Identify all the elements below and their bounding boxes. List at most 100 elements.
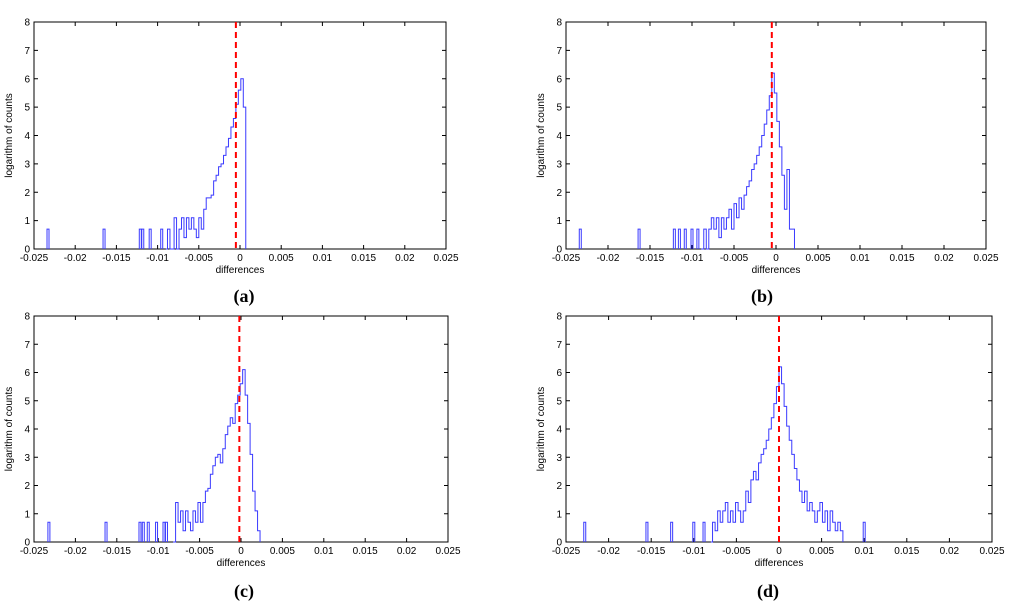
x-tick-label: -0.005: [720, 253, 749, 264]
y-tick-label: 8: [24, 18, 30, 29]
y-tick-label: 2: [24, 481, 30, 492]
y-axis-label: logarithm of counts: [536, 93, 547, 178]
histogram-series: [165, 78, 247, 250]
y-tick-label: 5: [24, 103, 30, 114]
x-tick-label: 0.01: [850, 253, 870, 264]
chart-panel-d: 0 1 2 3 4 5 6 7 8 -0.025 -0.02 -0.015 -0.01 -0.005 0 0.…: [536, 312, 1005, 603]
y-tick-label: 1: [24, 216, 30, 227]
y-tick-label: 8: [556, 18, 562, 29]
outlier-bar: [146, 521, 150, 542]
x-tick-label: 0.005: [269, 253, 294, 264]
x-tick-label: 0.02: [934, 253, 954, 264]
y-tick-label: 4: [556, 131, 562, 142]
outlier-bar: [578, 228, 582, 249]
x-tick-label: 0.015: [351, 253, 376, 264]
outlier-bar: [645, 521, 649, 542]
x-tick-label: 0.01: [314, 546, 334, 557]
x-tick-label: -0.015: [637, 546, 666, 557]
x-tick-label: 0.02: [395, 253, 415, 264]
chart-panel-c: 0 1 2 3 4 5 6 7 8 -0.025 -0.02 -0.015 -0.01 -0.005 0 0.…: [4, 312, 461, 603]
y-tick-label: 7: [556, 340, 562, 351]
y-tick-label: 8: [24, 312, 30, 323]
plot-frame: [33, 315, 449, 543]
y-tick-label: 4: [24, 425, 30, 436]
x-axis-label: differences: [217, 558, 266, 569]
x-tick-label: 0.025: [433, 253, 458, 264]
x-axis-label: differences: [755, 558, 804, 569]
x-tick-label: 0.025: [973, 253, 998, 264]
outlier-bar: [141, 228, 145, 249]
x-tick-label: -0.01: [681, 253, 704, 264]
x-tick-label: -0.02: [64, 546, 87, 557]
x-tick-label: -0.015: [102, 253, 131, 264]
x-tick-label: 0.015: [889, 253, 914, 264]
y-tick-label: 1: [556, 509, 562, 520]
outlier-bar: [696, 228, 700, 249]
outlier-bar: [670, 521, 674, 542]
y-tick-label: 7: [24, 46, 30, 57]
x-tick-label: -0.025: [552, 546, 581, 557]
x-tick-label: -0.02: [597, 546, 620, 557]
y-axis-label: logarithm of counts: [4, 387, 15, 472]
x-tick-label: 0.02: [940, 546, 960, 557]
histogram-series: [710, 366, 844, 543]
y-tick-label: 0: [24, 245, 30, 256]
outlier-bar: [148, 228, 152, 249]
outlier-bar: [47, 521, 51, 542]
x-axis-label: differences: [216, 265, 265, 276]
y-tick-label: 6: [24, 368, 30, 379]
y-tick-label: 0: [556, 538, 562, 549]
x-tick-label: 0: [776, 546, 782, 557]
y-tick-label: 3: [556, 453, 562, 464]
x-tick-label: -0.01: [147, 546, 170, 557]
x-tick-label: 0: [237, 253, 243, 264]
outlier-bar: [690, 228, 694, 249]
outlier-bar: [46, 228, 50, 249]
y-tick-label: 3: [556, 159, 562, 170]
outlier-bar: [162, 521, 166, 542]
y-tick-label: 4: [556, 425, 562, 436]
x-tick-label: 0: [773, 253, 779, 264]
outlier-bar: [637, 228, 641, 249]
y-tick-label: 4: [24, 131, 30, 142]
x-tick-label: -0.025: [20, 253, 49, 264]
x-tick-label: 0: [238, 546, 244, 557]
outlier-bar: [672, 228, 676, 249]
x-tick-label: -0.005: [722, 546, 751, 557]
y-tick-label: 6: [556, 74, 562, 85]
histogram-series: [173, 369, 261, 543]
x-tick-label: 0.01: [313, 253, 333, 264]
y-axis-label: logarithm of counts: [4, 93, 15, 178]
x-tick-label: 0.01: [854, 546, 874, 557]
y-tick-label: 2: [24, 188, 30, 199]
y-tick-label: 2: [556, 481, 562, 492]
x-tick-label: 0.015: [353, 546, 378, 557]
y-tick-label: 6: [24, 74, 30, 85]
outlier-bar: [160, 228, 164, 249]
chart-panel-a: 0 1 2 3 4 5 6 7 8 -0.025 -0.02 -0.015 -0.01 -0.005 0 0.…: [4, 18, 459, 308]
y-tick-label: 0: [24, 538, 30, 549]
outlier-bar: [102, 228, 106, 249]
y-tick-label: 8: [556, 312, 562, 323]
x-tick-label: 0.02: [397, 546, 417, 557]
y-tick-label: 1: [556, 216, 562, 227]
x-tick-label: 0.005: [805, 253, 830, 264]
histogram-series: [701, 72, 795, 250]
x-tick-label: -0.025: [20, 546, 49, 557]
y-axis-label: logarithm of counts: [536, 387, 547, 472]
x-tick-label: -0.01: [682, 546, 705, 557]
y-tick-label: 1: [24, 509, 30, 520]
y-tick-label: 7: [556, 46, 562, 57]
y-tick-label: 7: [24, 340, 30, 351]
y-tick-label: 5: [556, 103, 562, 114]
x-tick-label: -0.02: [597, 253, 620, 264]
outlier-bar: [141, 521, 145, 542]
panel-label: (c): [234, 581, 254, 602]
y-tick-label: 2: [556, 188, 562, 199]
x-axis-label: differences: [752, 265, 801, 276]
y-tick-label: 5: [24, 396, 30, 407]
x-tick-label: -0.01: [146, 253, 169, 264]
outlier-bar: [677, 228, 681, 249]
outlier-bar: [138, 228, 142, 249]
